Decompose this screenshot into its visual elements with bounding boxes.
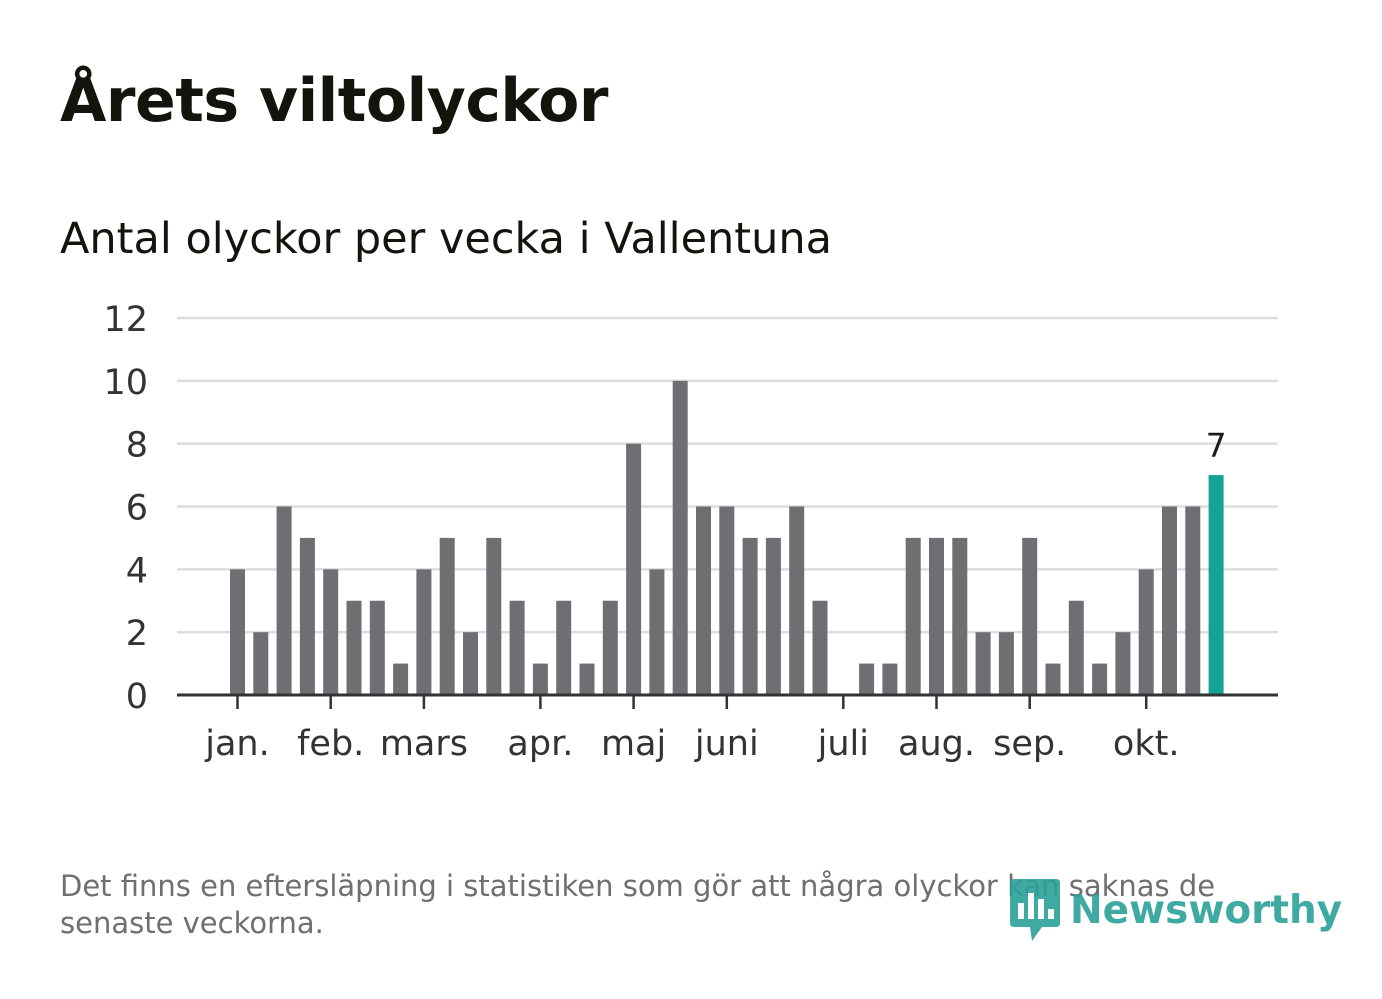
bar [230, 569, 245, 695]
bar [812, 600, 828, 695]
bar [299, 537, 315, 695]
x-axis: jan. feb. mars apr. maj juni juli aug. sep. okt. [177, 693, 1278, 764]
bar [1162, 506, 1177, 695]
y-tick-label: 10 [103, 363, 148, 403]
bar [416, 569, 432, 695]
newsworthy-logo-icon [1010, 879, 1060, 941]
month-label: mars [380, 724, 468, 764]
bar [556, 600, 572, 695]
bars [230, 380, 1224, 695]
bar [579, 663, 595, 695]
bar [276, 506, 292, 695]
bar [1022, 537, 1038, 695]
bar [253, 632, 269, 695]
newsworthy-logo: Newsworthy [1010, 878, 1342, 942]
month-label: aug. [898, 724, 975, 764]
bar [509, 600, 525, 695]
bar [742, 537, 758, 695]
month-label: juli [817, 724, 869, 764]
bar [1115, 632, 1131, 695]
data-labels: 7 [1206, 426, 1227, 465]
y-tick-label: 8 [126, 426, 148, 466]
chart-title: Årets viltolyckor [60, 66, 609, 136]
bar [439, 537, 455, 695]
month-label: sep. [993, 724, 1066, 764]
month-label: feb. [297, 724, 364, 764]
bar [696, 506, 711, 695]
bar [998, 632, 1014, 695]
bar [952, 537, 968, 695]
bar [602, 600, 618, 695]
bar [859, 663, 875, 695]
bar [649, 569, 665, 695]
month-label: juni [694, 724, 759, 764]
bar [393, 663, 409, 695]
bar [532, 663, 548, 695]
bar-highlight [1208, 475, 1224, 695]
y-tick-label: 4 [126, 551, 148, 591]
bar [323, 569, 339, 695]
month-label: okt. [1113, 724, 1180, 764]
bar [369, 600, 385, 695]
bar [1092, 663, 1108, 695]
newsworthy-logo-text: Newsworthy [1070, 887, 1343, 933]
bar [905, 537, 921, 695]
y-axis-ticks: 0 2 4 6 8 10 12 [103, 300, 148, 717]
bar [626, 443, 642, 695]
bar [882, 663, 898, 695]
bar [486, 537, 502, 695]
bar [672, 380, 688, 695]
bar [1138, 569, 1154, 695]
y-tick-label: 2 [126, 614, 148, 654]
bar [929, 537, 944, 695]
bar [1185, 506, 1201, 695]
bar [1045, 663, 1061, 695]
bar [975, 632, 991, 695]
y-tick-label: 6 [126, 489, 148, 529]
month-label: jan. [204, 724, 269, 764]
month-label: apr. [507, 724, 573, 764]
data-label-latest: 7 [1206, 426, 1227, 465]
bar [1068, 600, 1084, 695]
bar [346, 600, 362, 695]
chart-subtitle: Antal olyckor per vecka i Vallentuna [60, 214, 833, 264]
month-label: maj [601, 724, 666, 764]
bar [463, 632, 478, 695]
bar [765, 537, 781, 695]
y-tick-label: 0 [126, 677, 148, 717]
y-tick-label: 12 [103, 300, 148, 340]
bar [789, 506, 805, 695]
bar-chart: 0 2 4 6 8 10 12 jan. feb. mars apr. maj juni juli aug… [103, 300, 1278, 764]
bar [719, 506, 735, 695]
